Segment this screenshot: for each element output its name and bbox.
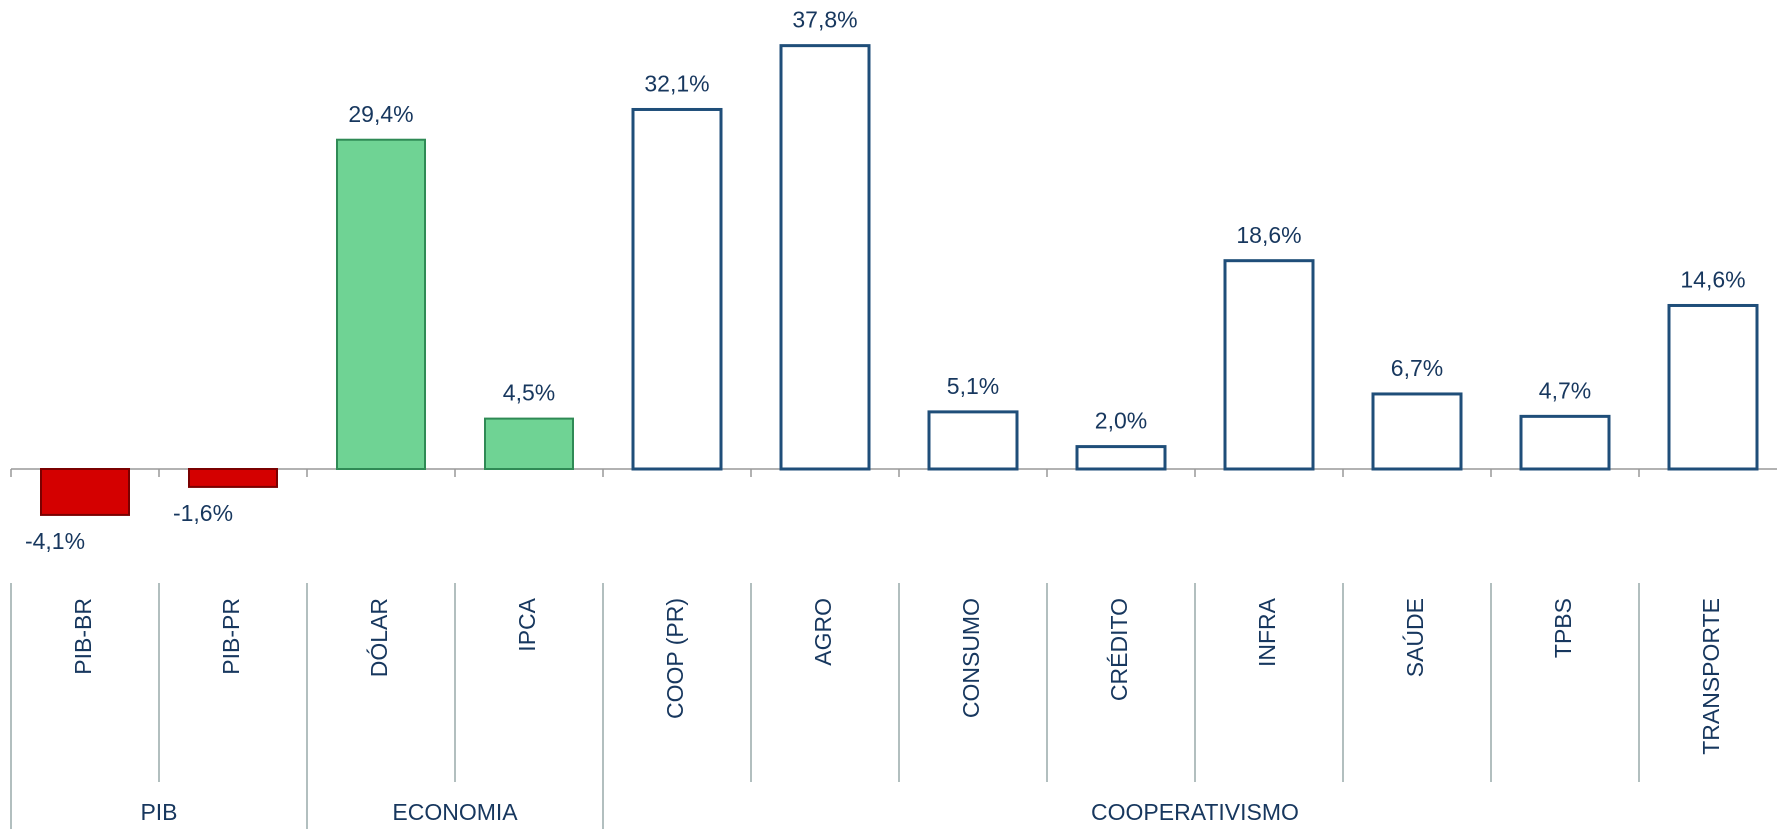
value-label: 37,8% xyxy=(792,7,857,33)
x-tick-label: SAÚDE xyxy=(1402,598,1428,677)
x-tick-label: PIB-BR xyxy=(70,598,96,675)
bar xyxy=(1667,303,1759,471)
bar xyxy=(631,107,723,471)
value-label: 2,0% xyxy=(1095,408,1147,434)
value-label: -1,6% xyxy=(173,500,233,526)
bar xyxy=(40,468,130,516)
bar xyxy=(779,44,871,471)
x-tick-label: DÓLAR xyxy=(366,598,392,677)
bar xyxy=(336,138,426,470)
value-label: 18,6% xyxy=(1236,222,1301,248)
bar xyxy=(1519,414,1611,471)
x-tick-label: CONSUMO xyxy=(958,598,984,718)
value-label: 32,1% xyxy=(644,71,709,97)
x-tick-label: IPCA xyxy=(514,597,540,651)
value-label: 4,5% xyxy=(503,380,555,406)
value-label: 5,1% xyxy=(947,373,999,399)
x-tick-label: TRANSPORTE xyxy=(1698,598,1724,755)
x-tick-label: AGRO xyxy=(810,598,836,666)
value-label: 6,7% xyxy=(1391,355,1443,381)
value-label: 29,4% xyxy=(348,101,413,127)
x-tick-label: TPBS xyxy=(1550,598,1576,658)
group-label: PIB xyxy=(140,799,177,825)
bar xyxy=(484,417,574,471)
x-tick-label: PIB-PR xyxy=(218,598,244,675)
bar xyxy=(1075,445,1167,471)
bar xyxy=(927,410,1019,471)
value-label: -4,1% xyxy=(25,528,85,554)
group-label: ECONOMIA xyxy=(392,799,518,825)
x-tick-label: INFRA xyxy=(1254,597,1280,667)
bar xyxy=(1371,392,1463,471)
x-tick-label: CRÉDITO xyxy=(1106,598,1132,701)
value-label: 4,7% xyxy=(1539,377,1591,403)
bar xyxy=(1223,259,1315,471)
bar xyxy=(188,468,278,488)
x-tick-label: COOP (PR) xyxy=(662,598,688,719)
group-label: COOPERATIVISMO xyxy=(1091,799,1299,825)
value-label: 14,6% xyxy=(1680,267,1745,293)
